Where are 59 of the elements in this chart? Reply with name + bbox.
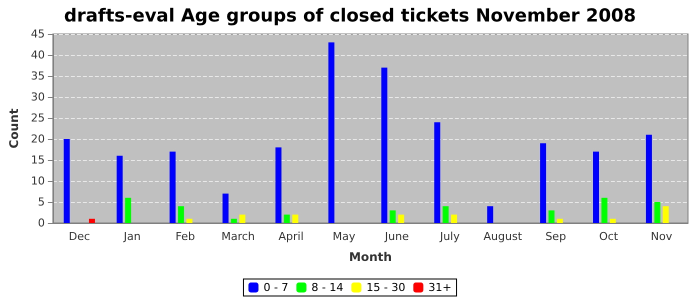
legend-label: 15 - 30 [366,281,406,294]
y-tick-label: 35 [30,70,45,82]
x-tick-label: Dec [68,230,90,243]
y-tick-label: 15 [30,154,45,166]
chart-title: drafts-eval Age groups of closed tickets November 2008 [64,6,636,26]
bar [390,210,396,223]
x-tick-label: June [384,230,410,243]
bar [186,218,192,223]
x-tick-label: March [221,230,255,243]
x-tick-label: May [332,230,356,243]
bar [593,152,600,223]
bar [662,206,669,223]
bar [381,68,388,223]
legend-label: 31+ [428,281,452,294]
bar [292,214,298,223]
x-tick-label: April [278,230,304,243]
bar [170,152,176,223]
bar [434,122,440,223]
bar [442,206,449,223]
bar [601,198,608,223]
bar [451,214,458,223]
y-tick-label: 20 [30,132,45,146]
bar [540,143,546,223]
legend-label: 8 - 14 [311,281,344,294]
bar [275,147,282,223]
y-tick-label: 45 [30,28,45,40]
bar [178,206,184,223]
bar [88,218,95,223]
bar [328,42,334,223]
x-tick-label: Jan [122,230,141,243]
bar [239,214,246,223]
bar [125,198,132,223]
y-tick-label: 40 [30,48,45,62]
x-axis-title: Month [348,250,392,264]
bar [610,218,616,223]
y-tick-label: 0 [38,216,45,230]
x-tick-label: Feb [175,230,195,243]
y-tick-label: 25 [30,112,45,124]
x-tick-label: Oct [599,230,619,243]
bar [64,139,70,223]
y-axis-title: Count [7,108,21,148]
y-tick-label: 5 [38,196,45,208]
bar [230,218,237,223]
x-tick-label: Nov [650,230,673,243]
bar [222,194,229,223]
bar [548,210,554,223]
bar [654,202,660,223]
y-tick-label: 30 [30,90,45,104]
bar [116,156,123,223]
bar [284,214,290,223]
bar [487,206,494,223]
legend-label: 0 - 7 [263,281,288,294]
x-tick-label: July [438,230,460,243]
bar [398,214,404,223]
x-tick-label: August [484,230,523,243]
bar [556,218,563,223]
x-tick-label: Sep [545,230,566,243]
bar [646,134,652,223]
y-tick-label: 10 [30,174,45,188]
